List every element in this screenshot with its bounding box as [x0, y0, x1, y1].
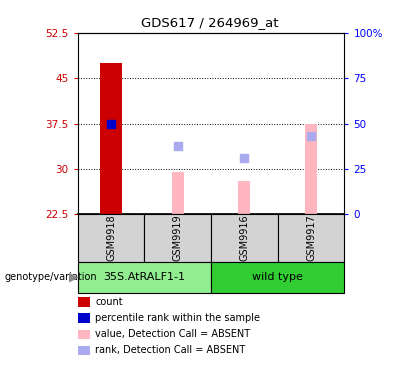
Point: [308, 133, 315, 139]
Text: wild type: wild type: [252, 272, 303, 282]
Text: value, Detection Call = ABSENT: value, Detection Call = ABSENT: [95, 329, 250, 339]
Bar: [211, 214, 278, 262]
Text: GSM9918: GSM9918: [106, 214, 116, 261]
Text: genotype/variation: genotype/variation: [4, 272, 97, 282]
Bar: [172, 172, 184, 214]
Point: [108, 121, 114, 127]
Bar: [278, 214, 344, 262]
Bar: [100, 63, 122, 214]
Text: percentile rank within the sample: percentile rank within the sample: [95, 313, 260, 323]
Point: [241, 155, 248, 161]
Bar: [239, 181, 250, 214]
Text: GDS617 / 264969_at: GDS617 / 264969_at: [141, 16, 279, 30]
Text: count: count: [95, 297, 123, 307]
Bar: [305, 124, 317, 214]
Text: GSM9919: GSM9919: [173, 214, 183, 261]
Text: rank, Detection Call = ABSENT: rank, Detection Call = ABSENT: [95, 345, 246, 355]
Bar: [78, 214, 144, 262]
Text: ▶: ▶: [69, 270, 78, 284]
Bar: [144, 214, 211, 262]
Bar: [78, 262, 211, 293]
Bar: [211, 262, 344, 293]
Text: GSM9917: GSM9917: [306, 214, 316, 261]
Point: [174, 143, 181, 149]
Text: 35S.AtRALF1-1: 35S.AtRALF1-1: [103, 272, 185, 282]
Text: GSM9916: GSM9916: [239, 214, 249, 261]
